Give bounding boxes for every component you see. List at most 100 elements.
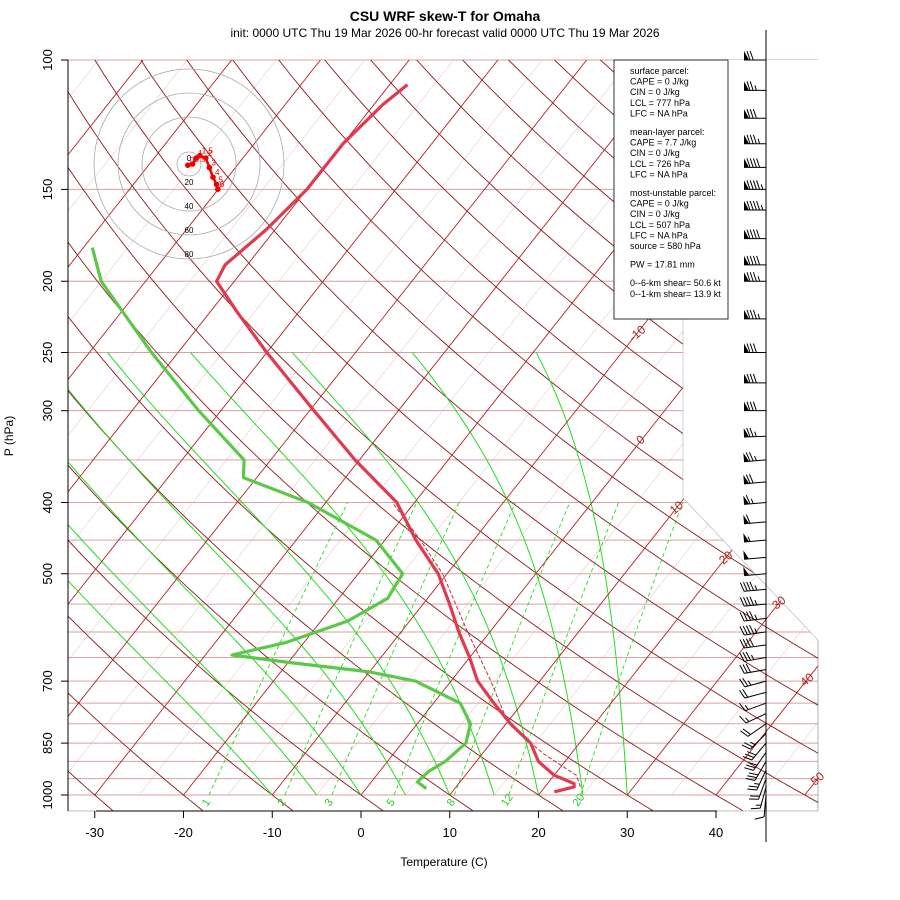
barb-half [757,138,761,144]
y-tick-label: 200 [40,270,55,292]
moist-adiabat [411,352,584,796]
barb-half [747,536,751,542]
barb-full [742,689,749,698]
barb-full [746,373,751,384]
barb-shaft [744,617,767,622]
isotherm-line [360,215,818,796]
hodograph-point-label: 0.5 [195,155,207,164]
barb-full [739,652,745,662]
dry-adiabat [186,60,818,613]
barb-half [754,599,758,606]
moist-adiabat [107,352,451,796]
wind-barb [740,723,767,737]
dry-adiabat [810,44,900,811]
wind-barb [744,200,766,211]
plot-area [68,44,900,811]
barb-shaft [744,680,767,688]
wind-barb [744,50,766,61]
barb-half [760,204,764,211]
skew-grid-line [68,60,144,156]
mixing-ratio-line [508,502,620,796]
barb-flag [743,452,750,462]
barb-half [747,680,752,686]
wind-barb [739,637,767,649]
barb-full [749,427,754,437]
hodograph-point [210,174,216,180]
barb-full [749,343,754,353]
stats-line: LFC = NA hPa [630,108,688,118]
isotherm-label: 50 [808,769,827,789]
stats-line: LFC = NA hPa [630,169,688,179]
barb-half [750,498,754,504]
barb-flag [743,533,750,543]
barb-full [749,309,754,320]
barb-full [746,50,751,61]
wind-barb [744,343,766,353]
wind-barb [739,611,767,622]
barb-full [746,229,751,239]
barb-shaft [744,539,767,543]
moist-adiabat [68,461,362,796]
moist-adiabat [68,388,406,796]
barb-shaft [744,588,767,592]
wind-barbs [739,30,767,842]
barb-full [742,756,753,761]
barb-full [739,678,746,688]
barb-full [752,200,757,211]
barb-full [745,663,752,673]
barb-full [752,255,757,266]
x-axis-label: Temperature (C) [400,855,487,869]
skew-grid-line [68,60,632,774]
hodograph-ring-label: 0 [187,154,192,163]
mixing-ratio-line [284,502,418,796]
barb-full [752,373,757,384]
dry-adiabat [68,770,113,811]
barb-full [742,652,748,661]
stats-line: CAPE = 7.7 J/kg [630,138,696,148]
isotherm-line [68,60,321,381]
mixing-ratio-label: 5 [385,797,398,809]
stats-line: most-unstable parcel: [630,188,716,198]
barb-full [746,581,751,591]
hodograph-ring [117,92,261,236]
skew-grid-line [68,60,232,268]
barb-full [749,637,755,647]
wind-barb [741,733,767,750]
skew-grid-line [68,60,365,437]
barb-full [745,764,756,769]
hodograph-point [213,181,220,188]
stats-line: mean-layer parcel: [630,127,705,137]
barb-flag [743,566,750,576]
wind-barb [745,761,767,781]
mixing-ratio-label: 1 [200,797,213,809]
barb-full [752,180,757,190]
barb-full [748,785,759,788]
x-tick-label: 10 [443,825,457,840]
stats-line: 0--6-km shear= 50.6 kt [630,278,721,288]
mixing-ratio-line [331,502,460,796]
wind-barb [743,474,767,485]
isotherm-line [804,777,818,796]
stats-line: CAPE = 0 J/kg [630,199,689,209]
barb-flag [744,201,749,211]
barb-full [746,81,751,91]
wind-barb [744,309,766,320]
y-tick-label: 400 [40,492,55,514]
wind-barb [743,514,767,525]
hodograph-point-label: 6 [220,180,225,189]
barb-full [745,514,751,524]
barb-full [749,180,754,190]
hodograph-point [206,164,213,171]
wind-barb [739,713,767,724]
mixing-ratio-label: 2 [276,797,289,809]
stats-line: LCL = 726 hPa [630,159,690,169]
wind-barb [743,495,767,505]
wind-barb [744,81,766,91]
barb-full [749,401,754,411]
mixing-ratio-label: 20 [571,792,588,809]
parcel-path-line [391,502,581,788]
hodograph-point [185,162,191,168]
wind-barb [739,651,767,662]
barb-full [752,401,757,411]
barb-full [749,229,754,239]
